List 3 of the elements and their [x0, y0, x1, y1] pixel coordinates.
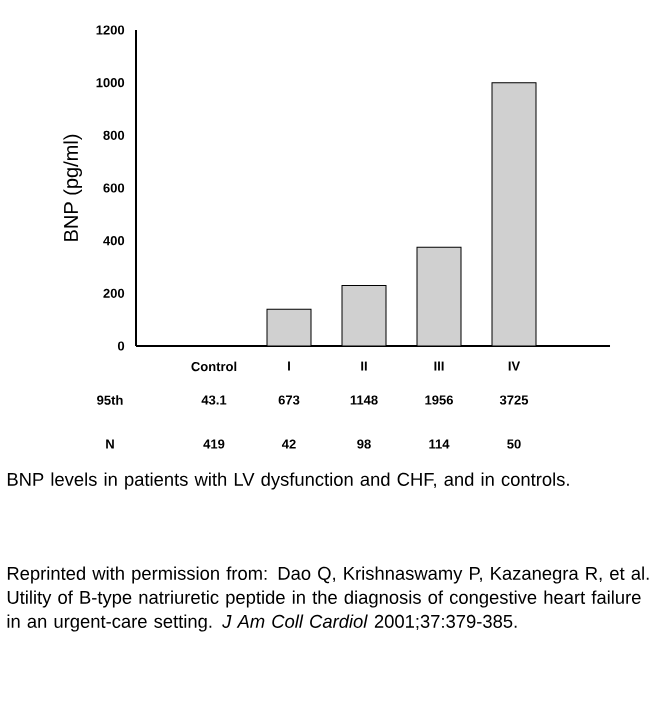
text: Reprinted with permission from: Dao Q, Krishnaswamy P, Kazanegra R, et al. Utility of B-type natriuretic peptide in the diagnosis of congestive heart failure in an urgent-care setting. J Am Coll Cardiol 2001;37:379-385. — [7, 566, 649, 632]
y-axis-title: BNP (pg/ml) — [63, 134, 82, 241]
text: BNP levels in patients with LV dysfunction and CHF, and in controls. — [7, 472, 569, 490]
